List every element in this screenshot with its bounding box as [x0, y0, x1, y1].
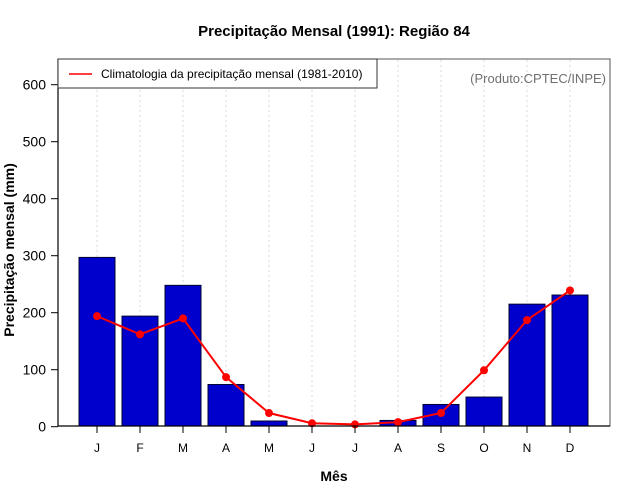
y-tick-label: 0	[38, 419, 46, 435]
legend: Climatologia da precipitação mensal (198…	[57, 58, 378, 89]
x-tick-label: M	[264, 441, 274, 455]
climatology-point-12	[566, 286, 574, 295]
climatology-point-9	[437, 409, 445, 418]
climatology-point-4	[222, 373, 230, 382]
climatology-point-6	[308, 419, 316, 428]
x-tick-label: A	[222, 441, 230, 455]
y-tick-label: 400	[23, 191, 47, 207]
x-tick-label: J	[94, 441, 100, 455]
bar-1	[78, 256, 116, 427]
x-tick-label: D	[566, 441, 575, 455]
credit-annotation: (Produto:CPTEC/INPE)	[470, 71, 606, 86]
climatology-point-1	[93, 312, 101, 321]
climatology-line	[96, 289, 571, 426]
x-tick-label: O	[479, 441, 488, 455]
y-tick-label: 500	[23, 134, 47, 150]
bar-12	[551, 294, 589, 427]
climatology-point-3	[179, 314, 187, 323]
x-tick-label: J	[309, 441, 315, 455]
bar-3	[164, 284, 202, 427]
y-tick-label: 300	[23, 248, 47, 264]
climatology-point-8	[394, 418, 402, 427]
bar-5	[250, 420, 288, 427]
y-axis-ticks: 0 100 200 300 400 500 600	[23, 77, 58, 435]
climatology-point-10	[480, 366, 488, 375]
x-tick-label: F	[136, 441, 143, 455]
x-tick-label: N	[523, 441, 532, 455]
bar-4	[207, 384, 245, 427]
legend-box	[57, 58, 378, 89]
climatology-point-5	[265, 409, 273, 418]
bar-10	[465, 396, 503, 427]
legend-entry-climatology: Climatologia da precipitação mensal (198…	[101, 67, 362, 81]
x-tick-label: A	[394, 441, 402, 455]
climatology-point-11	[523, 316, 531, 325]
chart-title: Precipitação Mensal (1991): Região 84	[198, 23, 470, 40]
x-tick-label: S	[437, 441, 445, 455]
y-axis-label: Precipitação mensal (mm)	[1, 163, 17, 337]
bar-11	[508, 303, 546, 427]
y-tick-label: 200	[23, 305, 47, 321]
x-axis-label: Mês	[320, 468, 347, 484]
y-tick-label: 100	[23, 362, 47, 378]
x-tick-label: J	[352, 441, 358, 455]
y-tick-label: 600	[23, 77, 47, 93]
x-tick-label: M	[178, 441, 188, 455]
climatology-point-2	[136, 330, 144, 339]
bars-group	[78, 256, 589, 427]
